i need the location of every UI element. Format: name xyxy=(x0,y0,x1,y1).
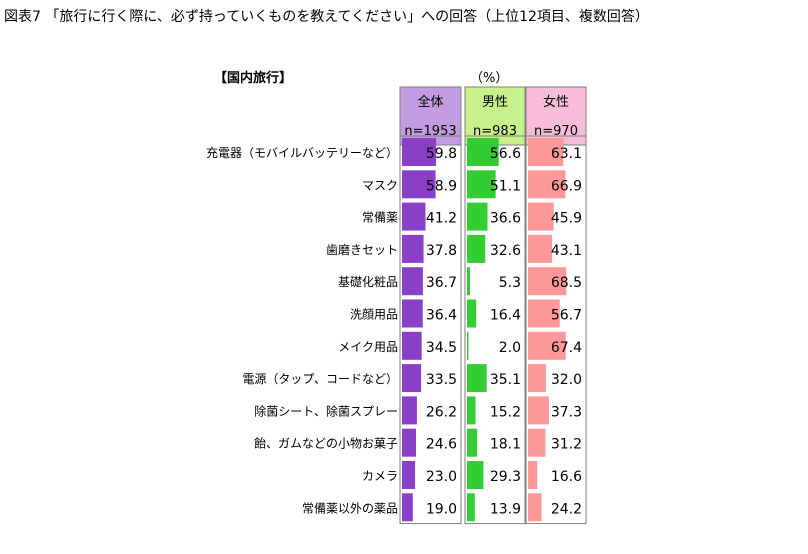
data-label: 32.0 xyxy=(551,372,582,388)
bar xyxy=(467,267,470,296)
bar xyxy=(528,331,566,360)
bar xyxy=(402,138,437,166)
bar xyxy=(402,234,424,263)
category-label: 洗顔用品 xyxy=(350,307,398,322)
bar xyxy=(528,138,564,166)
bar xyxy=(402,396,417,425)
column-body-1 xyxy=(399,135,462,525)
category-label: 飴、ガムなどの小物お菓子 xyxy=(254,436,398,451)
category-label: 常備薬以外の薬品 xyxy=(302,500,398,515)
data-label: 19.0 xyxy=(426,501,457,517)
category-label: カメラ xyxy=(362,469,398,483)
data-label: 13.9 xyxy=(490,501,521,517)
bar xyxy=(402,267,423,296)
bar xyxy=(467,331,469,360)
category-label: メイク用品 xyxy=(338,340,398,354)
data-label: 18.1 xyxy=(490,437,521,453)
data-label: 31.2 xyxy=(551,437,582,453)
bar xyxy=(528,428,546,457)
data-label: 41.2 xyxy=(426,211,457,227)
data-label: 37.8 xyxy=(426,243,457,259)
category-label: 充電器（モバイルバッテリーなど） xyxy=(206,145,398,160)
data-label: 29.3 xyxy=(490,469,521,485)
column-header-3 xyxy=(525,86,587,146)
data-label: 24.2 xyxy=(551,501,582,517)
bar xyxy=(467,428,478,457)
bar xyxy=(402,428,417,457)
data-label: 36.6 xyxy=(490,211,521,227)
bar xyxy=(467,299,477,328)
bar xyxy=(528,461,538,489)
data-label: 5.3 xyxy=(499,275,521,291)
data-label: 45.9 xyxy=(551,211,582,227)
data-label: 15.2 xyxy=(490,404,521,420)
data-label: 36.7 xyxy=(426,275,457,291)
data-label: 16.6 xyxy=(551,469,582,485)
bar xyxy=(528,267,567,296)
chart-title: 図表7 「旅行に行く際に、必ず持っていくものを教えてください」への回答（上位12… xyxy=(4,9,649,25)
bar xyxy=(528,493,542,522)
unit-label: （%） xyxy=(470,71,509,86)
data-label: 68.5 xyxy=(551,275,582,291)
data-label: 24.6 xyxy=(426,437,457,453)
bar xyxy=(467,234,486,263)
data-label: 43.1 xyxy=(551,243,582,259)
bar xyxy=(467,170,496,199)
bar xyxy=(467,364,487,393)
bar xyxy=(402,299,423,328)
bar xyxy=(528,202,554,231)
data-label: 51.1 xyxy=(490,178,521,194)
bar xyxy=(528,396,549,425)
bar xyxy=(528,299,560,328)
data-label: 56.6 xyxy=(490,146,521,162)
bar xyxy=(402,331,422,360)
column-header-n-3: n=970 xyxy=(534,124,578,139)
data-label: 36.4 xyxy=(426,308,457,324)
bar xyxy=(402,493,413,522)
data-label: 67.4 xyxy=(551,340,582,356)
category-label: マスク xyxy=(362,178,398,192)
column-body-3 xyxy=(525,135,587,525)
column-header-n-2: n=983 xyxy=(473,124,517,139)
data-label: 56.7 xyxy=(551,308,582,324)
bar xyxy=(402,202,426,231)
bar xyxy=(402,461,416,489)
column-header-name-2: 男性 xyxy=(482,95,508,110)
data-label: 66.9 xyxy=(551,178,582,194)
bar xyxy=(467,493,475,522)
column-header-n-1: n=1953 xyxy=(404,124,456,139)
bar xyxy=(528,234,553,263)
section-label: 【国内旅行】 xyxy=(214,71,293,86)
data-label: 63.1 xyxy=(551,146,582,162)
data-label: 35.1 xyxy=(490,372,521,388)
data-label: 16.4 xyxy=(490,308,521,324)
column-body-2 xyxy=(464,135,526,525)
bar xyxy=(402,364,422,393)
data-label: 58.9 xyxy=(426,178,457,194)
category-label: 電源（タップ、コードなど） xyxy=(242,372,398,386)
data-label: 59.8 xyxy=(426,146,457,162)
data-label: 33.5 xyxy=(426,372,457,388)
bar xyxy=(467,396,476,425)
data-label: 34.5 xyxy=(426,340,457,356)
bar xyxy=(467,461,484,489)
bar xyxy=(402,170,436,199)
data-label: 23.0 xyxy=(426,469,457,485)
category-label: 歯磨きセット xyxy=(326,243,398,257)
category-label: 除菌シート、除菌スプレー xyxy=(254,403,398,418)
data-label: 2.0 xyxy=(499,340,521,356)
category-label: 基礎化粧品 xyxy=(338,275,398,289)
bar xyxy=(528,170,566,199)
column-header-1 xyxy=(399,86,462,146)
column-header-name-3: 女性 xyxy=(543,94,569,110)
data-label: 32.6 xyxy=(490,243,521,259)
bar xyxy=(467,138,499,166)
data-label: 26.2 xyxy=(426,404,457,420)
data-label: 37.3 xyxy=(551,404,582,420)
column-header-name-1: 全体 xyxy=(417,94,443,110)
bar xyxy=(528,364,546,393)
bar xyxy=(467,202,488,231)
category-label: 常備薬 xyxy=(362,210,398,225)
